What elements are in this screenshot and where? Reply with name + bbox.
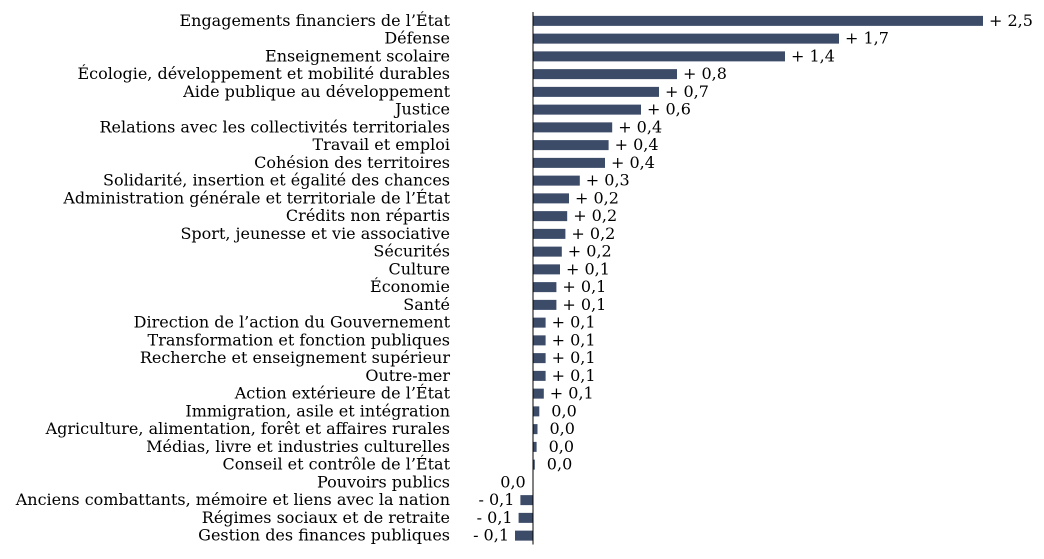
category-label: Pouvoirs publics [317, 472, 450, 491]
category-label: Aide publique au développement [182, 82, 450, 101]
value-label: + 2,5 [989, 11, 1033, 30]
value-label: + 0,6 [647, 100, 691, 119]
category-label: Anciens combattants, mémoire et liens av… [15, 490, 450, 509]
category-label: Agriculture, alimentation, forêt et affa… [45, 419, 450, 438]
category-label: Écologie, développement et mobilité dura… [77, 63, 450, 83]
bar [533, 86, 659, 97]
bar [515, 530, 533, 541]
value-label: 0,0 [549, 437, 574, 456]
bar [533, 264, 560, 275]
category-label: Recherche et enseignement supérieur [140, 348, 451, 367]
bar [533, 175, 580, 186]
bar [533, 459, 535, 470]
value-label: - 0,1 [473, 526, 509, 545]
value-label: + 0,1 [552, 348, 596, 367]
value-label: 0,0 [547, 455, 572, 474]
value-label: + 0,2 [573, 206, 617, 225]
value-label: - 0,1 [477, 508, 513, 527]
category-label: Régimes sociaux et de retraite [202, 508, 450, 527]
category-label: Solidarité, insertion et égalité des cha… [103, 171, 450, 190]
value-label: 0,0 [500, 472, 525, 491]
value-label: + 0,4 [611, 153, 655, 172]
bar [533, 246, 562, 257]
category-label: Conseil et contrôle de l’État [222, 454, 450, 474]
value-labels-group: + 2,5+ 1,7+ 1,4+ 0,8+ 0,7+ 0,6+ 0,4+ 0,4… [473, 11, 1033, 545]
category-label: Outre-mer [365, 366, 450, 385]
value-label: - 0,1 [478, 490, 514, 509]
value-label: + 0,1 [552, 330, 596, 349]
category-label: Sécurités [373, 242, 450, 261]
category-label: Justice [393, 100, 450, 119]
bar [533, 193, 569, 204]
value-label: + 0,1 [550, 384, 594, 403]
value-label: + 0,8 [683, 64, 727, 83]
category-label: Transformation et fonction publiques [148, 330, 450, 349]
value-label: + 0,7 [665, 82, 709, 101]
bar [533, 335, 546, 346]
value-label: + 0,4 [618, 117, 662, 136]
bar [533, 140, 609, 151]
bar [533, 353, 546, 364]
category-label: Défense [384, 29, 450, 48]
category-label: Médias, livre et industries culturelles [146, 437, 450, 456]
bar [533, 317, 546, 328]
bar [533, 441, 537, 452]
bar [533, 282, 557, 293]
category-label: Direction de l’action du Gouvernement [134, 313, 451, 332]
category-label: Gestion des finances publiques [198, 526, 450, 545]
value-label: + 0,1 [562, 295, 606, 314]
value-label: 0,0 [550, 419, 575, 438]
value-label: + 1,7 [845, 29, 889, 48]
category-label: Travail et emploi [313, 135, 451, 154]
bar [533, 15, 983, 26]
category-label: Économie [370, 276, 450, 296]
category-label: Relations avec les collectivités territo… [99, 117, 450, 136]
bar [533, 122, 613, 133]
bar [533, 69, 677, 80]
bar [520, 495, 533, 506]
category-label: Administration générale et territoriale … [62, 187, 450, 207]
value-label: 0,0 [551, 401, 576, 420]
bar [533, 388, 544, 399]
bar [533, 228, 566, 239]
category-label: Enseignement scolaire [265, 46, 450, 65]
value-label: + 0,1 [552, 313, 596, 332]
bars-group [515, 15, 983, 541]
bar [533, 406, 540, 417]
category-label: Culture [388, 259, 450, 278]
value-label: + 0,2 [571, 224, 615, 243]
value-label: + 0,1 [552, 366, 596, 385]
value-label: + 0,2 [568, 242, 612, 261]
bar [533, 299, 557, 310]
value-label: + 0,3 [586, 171, 630, 190]
bar [518, 512, 533, 523]
category-label: Engagements financiers de l’État [179, 10, 450, 30]
bar [533, 370, 546, 381]
bar [533, 104, 641, 115]
category-label: Action extérieure de l’État [234, 383, 451, 403]
category-label: Santé [403, 295, 450, 314]
bar [533, 51, 785, 62]
category-label: Sport, jeunesse et vie associative [180, 224, 450, 243]
category-label: Crédits non répartis [286, 206, 450, 225]
value-label: + 0,4 [615, 135, 659, 154]
value-label: + 0,2 [575, 188, 619, 207]
bar [533, 424, 538, 435]
value-label: + 0,1 [566, 259, 610, 278]
category-label: Cohésion des territoires [254, 153, 450, 172]
value-label: + 1,4 [791, 46, 835, 65]
category-labels-group: Engagements financiers de l’ÉtatDéfenseE… [15, 10, 451, 545]
value-label: + 0,1 [562, 277, 606, 296]
bar [533, 33, 839, 44]
bar [533, 157, 605, 168]
bar [533, 211, 568, 222]
category-label: Immigration, asile et intégration [185, 401, 450, 420]
